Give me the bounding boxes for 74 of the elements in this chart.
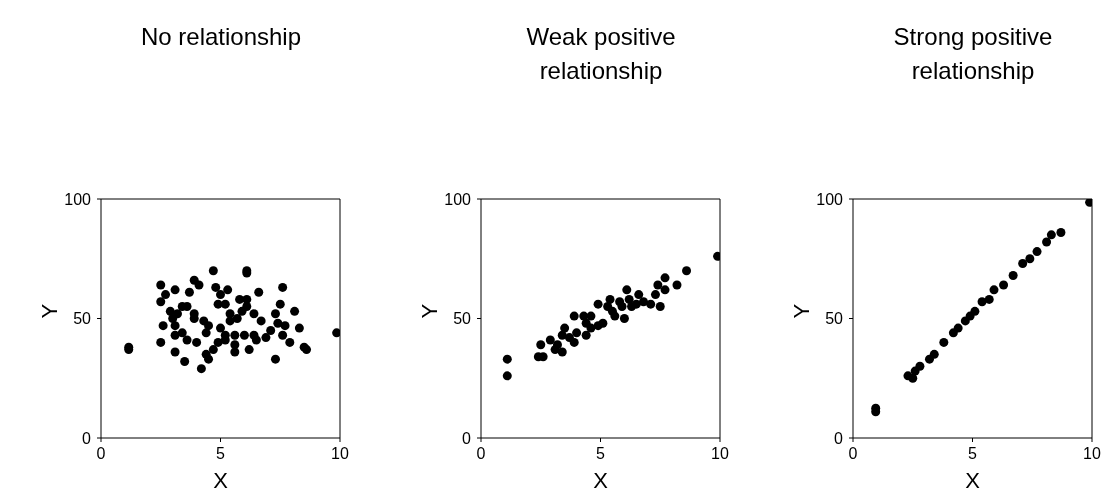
x-tick-label: 10 — [711, 445, 729, 463]
point — [560, 323, 570, 333]
point — [619, 314, 629, 323]
point — [1032, 247, 1042, 257]
x-tick-label: 5 — [968, 445, 978, 463]
point — [646, 299, 656, 309]
chart-title: Weak positive relationship — [525, 22, 677, 86]
point — [624, 294, 634, 304]
point — [650, 290, 660, 300]
point — [502, 371, 512, 381]
x-axis-title: X — [593, 468, 609, 493]
point — [593, 299, 603, 309]
point — [953, 323, 963, 333]
point — [915, 361, 925, 371]
y-tick-label: 100 — [816, 190, 844, 208]
point — [569, 337, 579, 347]
point — [1008, 270, 1018, 280]
y-tick-label: 0 — [834, 429, 844, 447]
y-axis-title: Y — [788, 303, 814, 319]
x-axis-title: X — [213, 468, 229, 493]
point — [552, 340, 562, 350]
point — [610, 311, 620, 321]
point — [1056, 227, 1066, 237]
x-tick-label: 10 — [331, 445, 349, 463]
point — [502, 354, 512, 364]
y-axis-title: Y — [36, 303, 62, 319]
chart-title: Strong positive relationship — [892, 22, 1054, 86]
x-tick-label: 0 — [96, 445, 106, 463]
point — [999, 280, 1009, 290]
point — [655, 302, 665, 312]
point — [581, 330, 591, 340]
point — [970, 306, 980, 316]
x-axis-title: X — [965, 468, 981, 493]
point — [557, 347, 567, 357]
point — [1025, 254, 1035, 264]
y-tick-label: 50 — [453, 310, 472, 328]
point — [545, 335, 555, 345]
point — [598, 318, 608, 328]
point — [939, 337, 949, 347]
chart-title: No relationship — [139, 22, 303, 52]
x-tick-label: 5 — [596, 445, 606, 463]
point — [660, 273, 670, 283]
y-tick-label: 0 — [462, 429, 472, 447]
point — [908, 373, 918, 383]
point — [672, 280, 682, 290]
point — [1046, 230, 1056, 240]
point — [581, 318, 591, 328]
point — [536, 340, 546, 350]
point — [660, 285, 670, 295]
point — [586, 311, 596, 321]
point — [682, 266, 692, 276]
point — [569, 311, 579, 321]
point — [1018, 259, 1028, 269]
point — [1042, 237, 1052, 247]
point — [615, 297, 625, 307]
x-tick-label: 10 — [1083, 445, 1101, 463]
y-tick-label: 0 — [82, 429, 92, 447]
y-tick-label: 100 — [64, 190, 92, 208]
point — [634, 290, 644, 300]
point — [622, 285, 632, 295]
point — [989, 285, 999, 295]
point — [631, 299, 641, 309]
point — [605, 294, 615, 304]
x-tick-label: 0 — [848, 445, 858, 463]
point — [653, 280, 663, 290]
y-tick-label: 50 — [73, 310, 92, 328]
y-tick-label: 50 — [825, 310, 844, 328]
point — [929, 349, 939, 359]
x-tick-label: 0 — [476, 445, 486, 463]
point — [984, 294, 994, 304]
point — [572, 328, 582, 338]
y-tick-label: 100 — [444, 190, 472, 208]
y-axis-title: Y — [416, 303, 442, 319]
x-tick-label: 5 — [216, 445, 226, 463]
